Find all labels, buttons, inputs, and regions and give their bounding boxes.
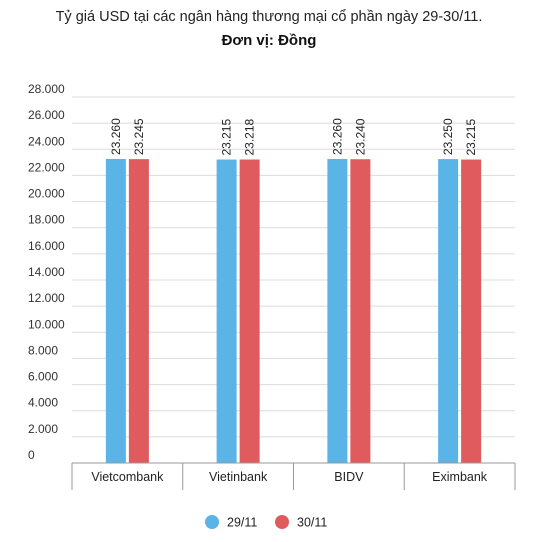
data-label: 23.215	[464, 119, 478, 156]
data-label: 23.245	[132, 118, 146, 155]
bar	[461, 159, 482, 463]
x-tick-label: BIDV	[334, 470, 364, 484]
data-label: 23.240	[353, 118, 367, 155]
x-tick-label: Eximbank	[432, 470, 488, 484]
bar	[216, 159, 237, 463]
chart-subtitle: Đơn vị: Đồng	[221, 32, 317, 49]
y-tick-label: 0	[28, 448, 35, 462]
data-label: 23.260	[109, 118, 123, 155]
data-labels: 23.260 23.245 23.215 23.218 23.260 23.240 23.2…	[109, 118, 478, 156]
y-tick-label: 4.000	[28, 396, 58, 410]
bar	[327, 158, 348, 464]
x-axis: Vietcombank Vietinbank BIDV Eximbank	[71, 462, 516, 490]
legend-label: 29/11	[227, 516, 257, 530]
x-tick-label: Vietcombank	[91, 470, 164, 484]
bar	[105, 158, 126, 464]
y-tick-label: 22.000	[28, 160, 65, 174]
bar	[239, 159, 260, 463]
y-tick-label: 12.000	[28, 291, 65, 305]
y-tick-label: 6.000	[28, 370, 58, 384]
bar	[350, 159, 371, 463]
y-tick-label: 10.000	[28, 317, 65, 331]
data-label: 23.215	[220, 119, 234, 156]
bar	[438, 159, 459, 463]
legend: 29/11 30/11	[205, 515, 327, 530]
y-axis-ticks: 0 2.000 4.000 6.000 8.000 10.000 12.000 14.000 1…	[28, 82, 65, 462]
y-tick-label: 2.000	[28, 422, 58, 436]
bar	[128, 159, 149, 463]
legend-marker	[275, 515, 289, 529]
chart-title: Tỷ giá USD tại các ngân hàng thương mại …	[55, 9, 483, 25]
legend-label: 30/11	[297, 516, 327, 530]
legend-marker	[205, 515, 219, 529]
y-tick-label: 28.000	[28, 82, 65, 96]
bars	[105, 158, 482, 464]
y-tick-label: 26.000	[28, 108, 65, 122]
data-label: 23.250	[441, 118, 455, 155]
y-tick-label: 8.000	[28, 343, 58, 357]
y-tick-label: 24.000	[28, 134, 65, 148]
y-tick-label: 16.000	[28, 239, 65, 253]
y-tick-label: 18.000	[28, 213, 65, 227]
x-tick-label: Vietinbank	[209, 470, 268, 484]
data-label: 23.218	[243, 118, 257, 155]
data-label: 23.260	[330, 118, 344, 155]
y-tick-label: 20.000	[28, 187, 65, 201]
y-tick-label: 14.000	[28, 265, 65, 279]
